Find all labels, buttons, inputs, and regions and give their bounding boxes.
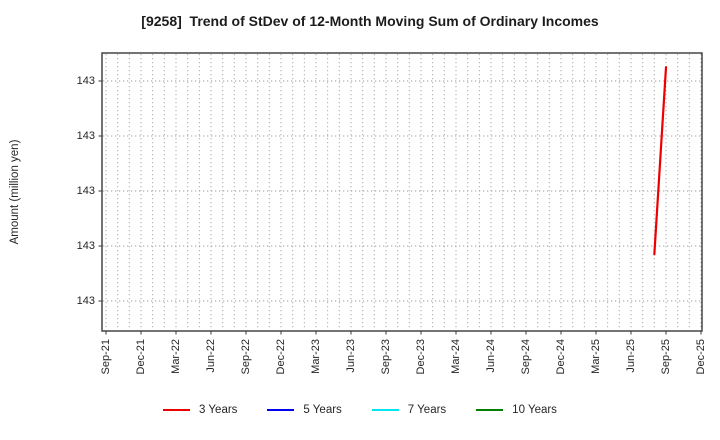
h-gridlines bbox=[103, 80, 701, 302]
x-axis: Sep-21 Dec-21 Mar-22 Jun-22 Sep-22 Dec-22 Mar-… bbox=[100, 331, 707, 374]
x-tick-label: Dec-21 bbox=[135, 339, 147, 374]
legend-item-3-years: 3 Years bbox=[163, 404, 237, 416]
legend-swatch-7-years bbox=[371, 408, 399, 412]
legend: 3 Years 5 Years 7 Years 10 Years bbox=[0, 404, 720, 416]
x-tick-label: Mar-23 bbox=[310, 339, 322, 374]
x-tick-label: Sep-21 bbox=[100, 339, 112, 374]
legend-label-5-years: 5 Years bbox=[303, 404, 342, 416]
y-tick-label: 143 bbox=[77, 185, 95, 197]
x-tick-label: Dec-24 bbox=[555, 339, 567, 374]
x-tick-label: Jun-23 bbox=[345, 339, 357, 373]
x-tick-label: Mar-24 bbox=[450, 339, 462, 374]
x-tick-label: Sep-22 bbox=[240, 339, 252, 374]
x-tick-label: Dec-22 bbox=[275, 339, 287, 374]
x-tick-label: Mar-25 bbox=[590, 339, 602, 374]
x-tick-label: Mar-22 bbox=[170, 339, 182, 374]
x-tick-label: Jun-25 bbox=[625, 339, 637, 373]
legend-item-5-years: 5 Years bbox=[267, 404, 342, 416]
y-tick-label: 143 bbox=[77, 130, 95, 142]
plot-border bbox=[101, 52, 703, 332]
legend-label-10-years: 10 Years bbox=[512, 404, 557, 416]
legend-item-10-years: 10 Years bbox=[476, 404, 557, 416]
x-tick-label: Sep-23 bbox=[380, 339, 392, 374]
x-tick-label: Jun-22 bbox=[205, 339, 217, 373]
chart-title: [9258] Trend of StDev of 12-Month Moving… bbox=[141, 13, 599, 29]
y-tick-label: 143 bbox=[77, 295, 95, 307]
legend-swatch-3-years bbox=[163, 408, 191, 412]
legend-item-7-years: 7 Years bbox=[371, 404, 447, 416]
v-gridlines bbox=[105, 54, 702, 330]
legend-swatch-5-years bbox=[267, 408, 295, 412]
legend-label-7-years: 7 Years bbox=[407, 404, 447, 416]
x-tick-label: Dec-25 bbox=[695, 339, 707, 374]
x-tick-label: Dec-23 bbox=[415, 339, 427, 374]
x-tick-label: Jun-24 bbox=[485, 339, 497, 373]
series-line-3-years bbox=[653, 66, 668, 256]
x-tick-label: Sep-24 bbox=[520, 339, 532, 374]
legend-label-3-years: 3 Years bbox=[199, 404, 238, 416]
y-axis: 143 143 143 143 143 bbox=[77, 75, 102, 307]
y-tick-label: 143 bbox=[77, 240, 95, 252]
legend-swatch-10-years bbox=[476, 408, 504, 412]
y-tick-label: 143 bbox=[77, 75, 95, 87]
x-tick-label: Sep-25 bbox=[660, 339, 672, 374]
